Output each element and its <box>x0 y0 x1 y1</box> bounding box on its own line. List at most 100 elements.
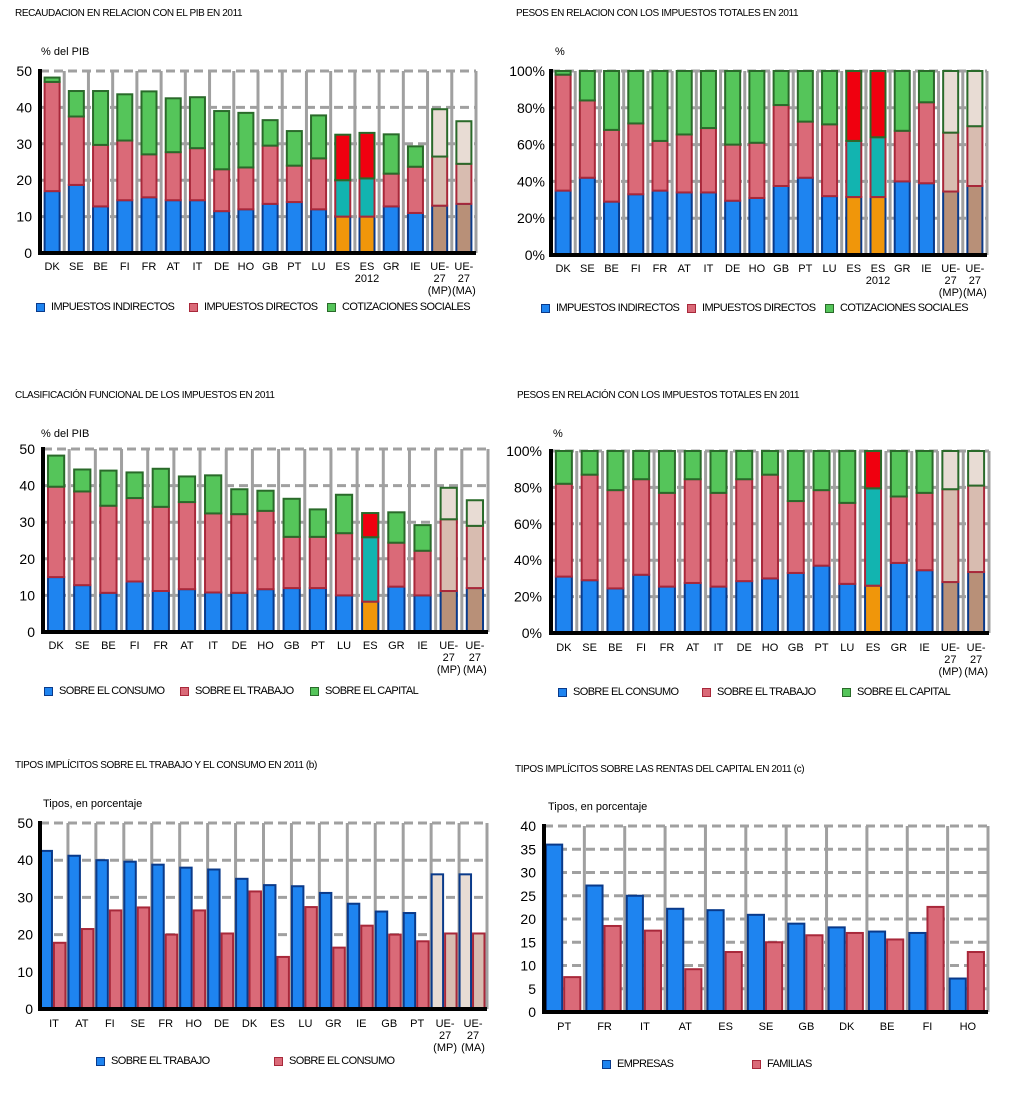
bar-segment-3 <box>43 76 61 83</box>
bar-segment-3 <box>724 70 742 146</box>
y-tick-label: 50 <box>17 815 33 831</box>
y-tick-label: 0% <box>522 625 542 641</box>
legend-item: SOBRE EL CAPITAL <box>310 685 419 697</box>
bar-segment-3 <box>845 70 863 142</box>
y-tick-label: 15 <box>520 934 536 950</box>
legend-item: IMPUESTOS INDIRECTOS <box>541 302 687 314</box>
y-tick-label: 40 <box>520 818 536 834</box>
chart-title: TIPOS IMPLÍCITOS SOBRE LAS RENTAS DEL CA… <box>515 764 805 775</box>
bar-segment-3 <box>917 70 935 104</box>
legend-item: SOBRE EL TRABAJO <box>96 1055 274 1067</box>
chart-plot: 0 10 20 30 40 50 DK SE BE FI FR AT IT DE HO GB PT LU ES GR I… <box>19 441 490 676</box>
bar-series-1 <box>827 926 846 1013</box>
x-tick-label: SE <box>69 261 84 273</box>
bar-series-1 <box>706 909 725 1013</box>
x-tick-label: FR <box>597 1021 612 1033</box>
legend-label: SOBRE EL TRABAJO <box>111 1055 210 1067</box>
bar-series-1 <box>867 930 887 1013</box>
x-tick-label: LU <box>823 263 837 275</box>
x-tick-label: DE <box>737 642 752 654</box>
bar-segment-3 <box>92 90 110 146</box>
legend-item: SOBRE EL CONSUMO <box>44 685 180 697</box>
legend-label: SOBRE EL TRABAJO <box>717 686 816 698</box>
x-tick-label: FR <box>653 263 668 275</box>
y-tick-label: 10 <box>19 587 35 603</box>
x-tick-label: SE <box>580 263 595 275</box>
y-axis-unit: % del PIB <box>41 428 90 440</box>
bar-series-1 <box>666 907 685 1014</box>
bar-segment-3 <box>864 450 883 490</box>
x-tick-label: FI <box>130 640 140 652</box>
x-tick-label: ES <box>866 642 881 654</box>
bar-series-2 <box>886 938 905 1014</box>
x-tick-label: AT <box>180 640 194 652</box>
bar-segment-3 <box>786 450 805 503</box>
x-tick-label: 27 <box>970 654 982 666</box>
x-tick-label: LU <box>840 642 854 654</box>
x-tick-label: DK <box>556 642 572 654</box>
y-tick-label: 20 <box>520 911 536 927</box>
x-tick-label: PT <box>287 261 301 273</box>
bar-segment-3 <box>256 489 275 512</box>
x-tick-label: PT <box>814 642 828 654</box>
y-tick-label: 30 <box>520 865 536 881</box>
legend-swatch-red <box>180 686 189 696</box>
bar-segment-3 <box>603 70 621 131</box>
x-tick-label: LU <box>298 1018 312 1030</box>
x-tick-label: GB <box>381 1018 397 1030</box>
bar-segment-3 <box>431 108 449 158</box>
bar-segment-3 <box>821 70 839 126</box>
y-tick-label: 0 <box>27 624 35 640</box>
bar-segment-3 <box>67 90 85 118</box>
chart-title: PESOS EN RELACIÓN CON LOS IMPUESTOS TOTA… <box>517 390 800 401</box>
x-tick-label: UE- <box>430 261 449 273</box>
bar-segment-3 <box>358 131 376 180</box>
x-tick-label: 27 <box>945 275 957 287</box>
legend-swatch-green <box>825 303 834 313</box>
x-tick-label: UE- <box>965 263 984 275</box>
bar-segment-3 <box>675 70 693 136</box>
legend: IMPUESTOS INDIRECTOS IMPUESTOS DIRECTOS … <box>36 301 471 313</box>
x-tick-label: FI <box>105 1018 115 1030</box>
bar-segment-3 <box>889 450 908 498</box>
bar-segment-3 <box>893 70 911 132</box>
x-tick-label: DK <box>44 261 60 273</box>
y-tick-label: 100% <box>506 443 542 459</box>
x-tick-label: FR <box>660 642 675 654</box>
x-tick-label: BE <box>608 642 623 654</box>
x-tick-label: (MP) <box>428 285 452 297</box>
y-tick-label: 60% <box>517 137 545 153</box>
legend: SOBRE EL TRABAJO SOBRE EL CONSUMO <box>96 1055 395 1067</box>
bar-series-2 <box>765 941 784 1013</box>
y-tick-label: 0 <box>24 245 32 261</box>
x-tick-label: IT <box>208 640 218 652</box>
bar-segment-3 <box>772 70 790 107</box>
x-tick-label: UE- <box>465 640 484 652</box>
chart-title: TIPOS IMPLÍCITOS SOBRE EL TRABAJO Y EL C… <box>15 760 317 771</box>
x-tick-label: (MA) <box>964 666 988 678</box>
x-tick-label: 27 <box>458 273 470 285</box>
bar-segment-3 <box>966 70 984 128</box>
bar-series-1 <box>787 922 806 1014</box>
bar-segment-3 <box>213 110 231 171</box>
bar-segment-3 <box>177 475 197 504</box>
bar-segment-3 <box>310 114 328 160</box>
x-tick-label: HO <box>257 640 274 652</box>
y-tick-label: 20% <box>514 589 542 605</box>
x-tick-label: SE <box>582 642 597 654</box>
bar-segment-3 <box>748 70 766 144</box>
bar-segment-3 <box>413 524 432 552</box>
x-tick-label: ES <box>718 1021 733 1033</box>
legend-swatch-red <box>687 303 696 313</box>
bar-segment-3 <box>334 493 354 535</box>
legend: SOBRE EL CONSUMO SOBRE EL TRABAJO SOBRE … <box>44 685 419 697</box>
bar-segment-3 <box>657 450 676 494</box>
x-tick-label: (MA) <box>452 285 476 297</box>
x-tick-label: GR <box>894 263 911 275</box>
x-tick-label: 2012 <box>866 275 890 287</box>
x-tick-label: IE <box>417 640 427 652</box>
x-tick-label: FI <box>120 261 130 273</box>
bar-series-2 <box>845 931 864 1014</box>
y-tick-label: 30 <box>19 514 35 530</box>
bar-series-1 <box>625 894 644 1013</box>
